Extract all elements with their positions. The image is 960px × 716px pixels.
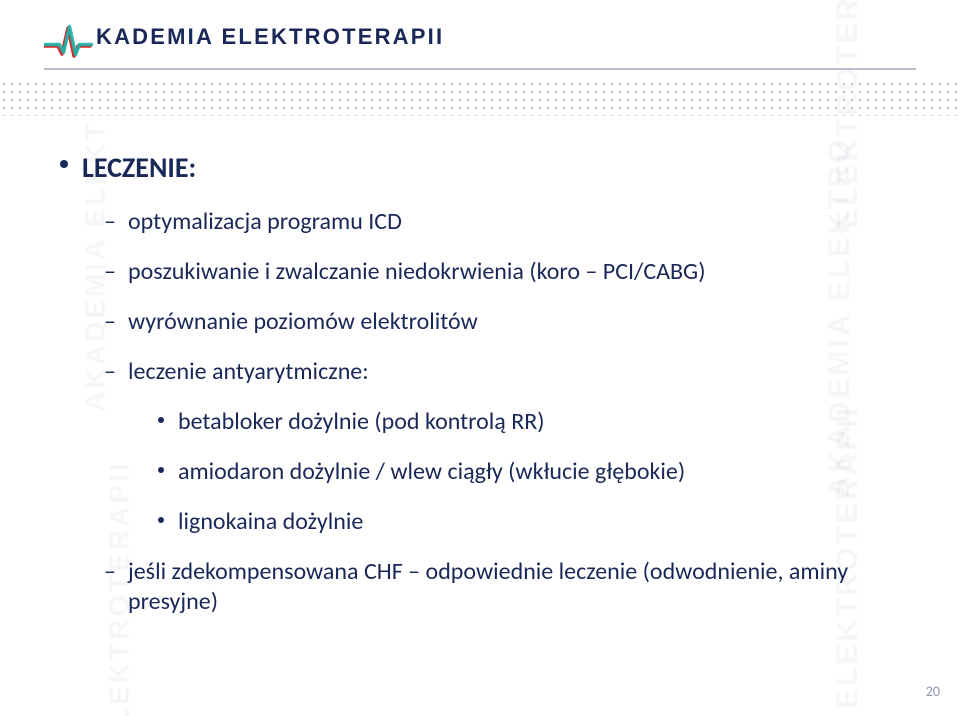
sublist-item-text: lignokaina dożylnie — [178, 507, 363, 536]
list-item-text: leczenie antyarytmiczne: — [128, 357, 369, 386]
list-item: – poszukiwanie i zwalczanie niedokrwieni… — [128, 257, 880, 287]
bullet-disc — [60, 160, 68, 168]
list-item-text: jeśli zdekompensowana CHF – odpowiednie … — [128, 557, 848, 616]
sublist-item-text: betabloker dożylnie (pod kontrolą RR) — [178, 407, 545, 436]
sublist-item-text: amiodaron dożylnie / wlew ciągły (wkłuci… — [178, 457, 685, 486]
list-item: – wyrównanie poziomów elektrolitów — [128, 307, 880, 337]
dash-icon: – — [104, 357, 116, 387]
sublist-item: lignokaina dożylnie — [178, 507, 880, 537]
page-number: 20 — [926, 683, 940, 700]
list-item-text: wyrównanie poziomów elektrolitów — [128, 307, 478, 336]
list-item-text: poszukiwanie i zwalczanie niedokrwienia … — [128, 257, 705, 286]
content-area: LECZENIE: – optymalizacja programu ICD –… — [82, 150, 880, 637]
bullet-disc-small — [158, 517, 164, 523]
slide-root: ELEKTROTERAPII AKADEMIA ELEKTRO ELEKTROT… — [0, 0, 960, 716]
list-item: – jeśli zdekompensowana CHF – odpowiedni… — [128, 557, 880, 617]
brand-name: KADEMIA ELEKTROTERAPII — [96, 24, 444, 50]
bullet-disc-small — [158, 417, 164, 423]
heartbeat-icon-shadow — [46, 27, 92, 55]
dash-icon: – — [104, 557, 116, 587]
bullet-disc-small — [158, 467, 164, 473]
heading-leczenie: LECZENIE: — [82, 150, 880, 185]
list-item: – optymalizacja programu ICD — [128, 207, 880, 237]
header: KADEMIA ELEKTROTERAPII — [0, 0, 960, 88]
dash-icon: – — [104, 307, 116, 337]
dash-icon: – — [104, 207, 116, 237]
dash-icon: – — [104, 257, 116, 287]
list-item: – leczenie antyarytmiczne: — [128, 357, 880, 387]
sublist-item: amiodaron dożylnie / wlew ciągły (wkłuci… — [178, 457, 880, 487]
dotted-band — [0, 80, 960, 116]
heading-text: LECZENIE: — [82, 150, 196, 185]
sublist-item: betabloker dożylnie (pod kontrolą RR) — [178, 407, 880, 437]
list-item-text: optymalizacja programu ICD — [128, 207, 402, 236]
header-rule — [44, 68, 916, 70]
